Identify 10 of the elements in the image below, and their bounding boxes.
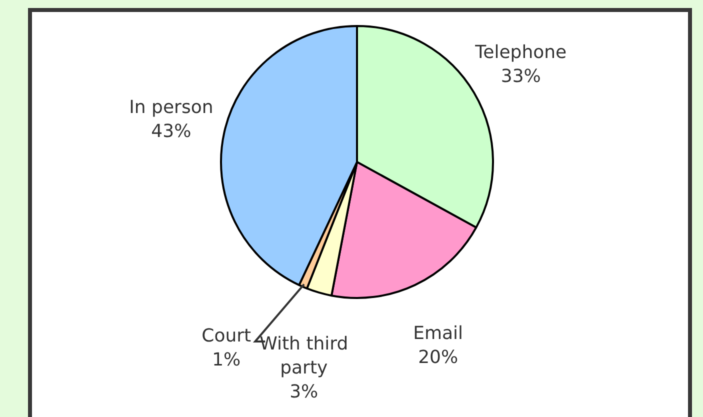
slice-label: In person [129, 97, 214, 118]
data-label: 3% [290, 382, 318, 403]
slice-label: Telephone [474, 42, 567, 63]
data-label: 20% [418, 346, 458, 368]
data-label: 33% [500, 66, 541, 87]
data-label: 1% [212, 349, 241, 370]
data-label: 43% [151, 121, 192, 142]
slice-label: With third party [260, 334, 348, 379]
slice-label: Email [413, 322, 464, 344]
slice-label: Court [202, 325, 252, 346]
